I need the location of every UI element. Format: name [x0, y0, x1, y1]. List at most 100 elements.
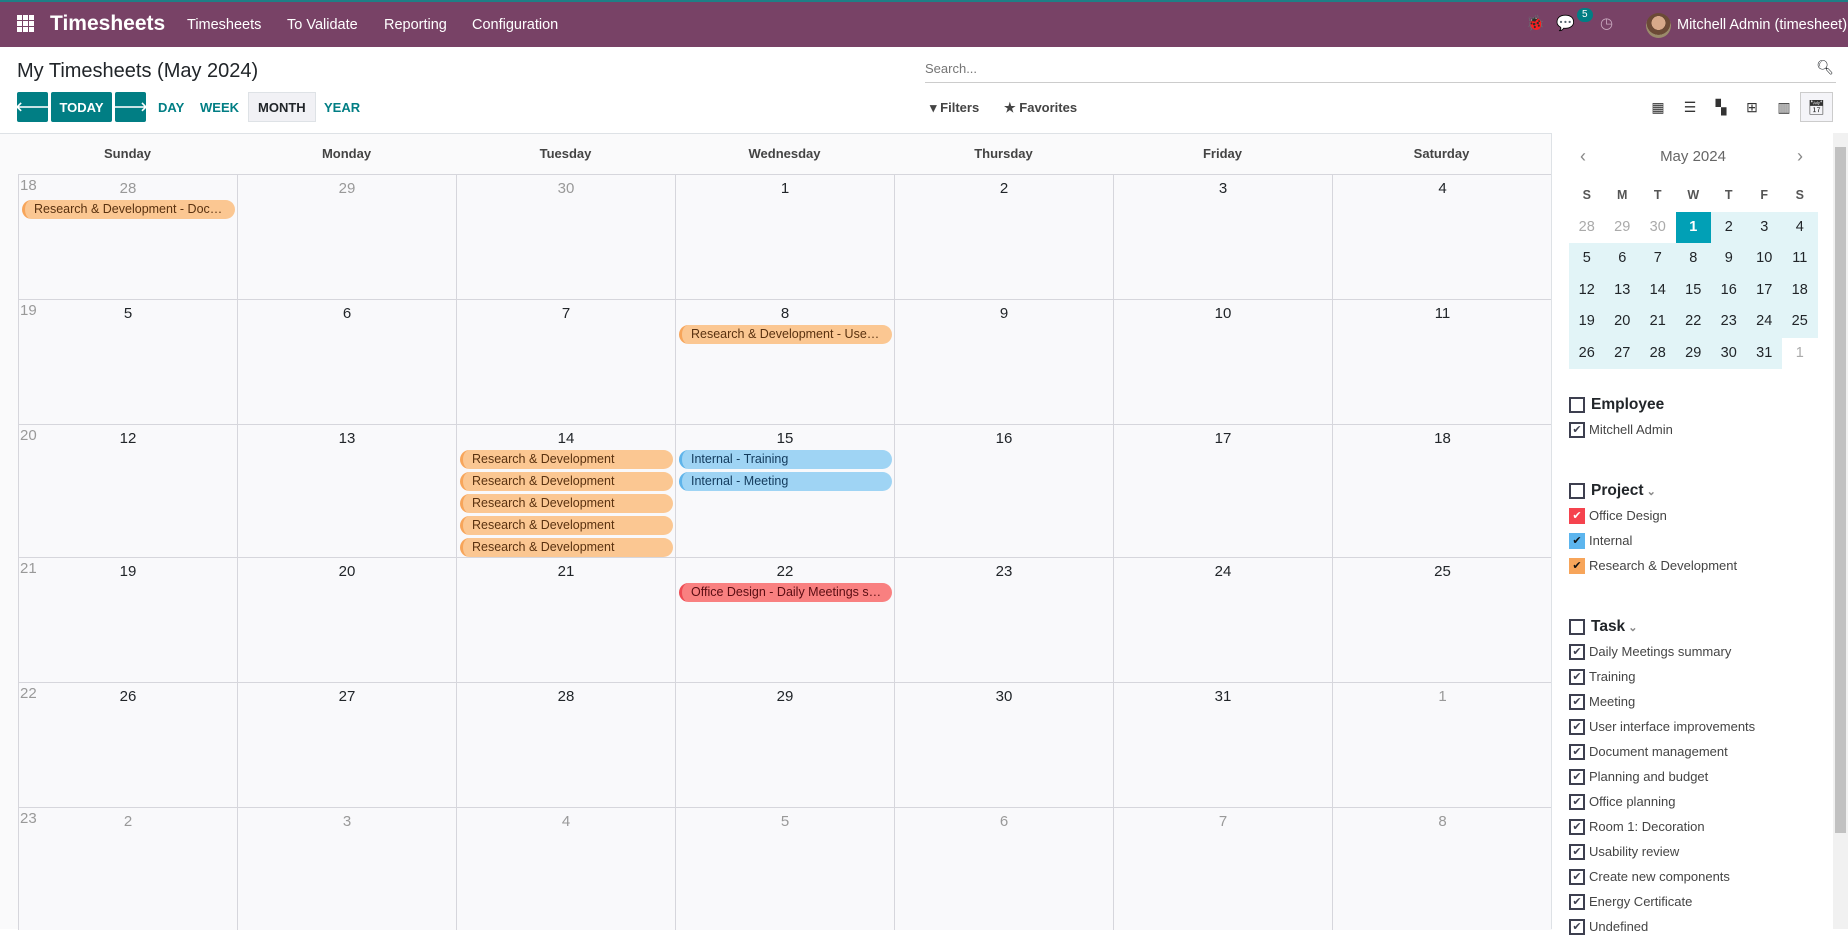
mini-calendar-day[interactable]: 12 [1569, 274, 1605, 306]
checkbox-checked[interactable]: ✔ [1569, 532, 1585, 549]
mini-calendar-day[interactable]: 7 [1640, 243, 1676, 275]
day-cell[interactable]: 29 [237, 174, 456, 299]
day-cell[interactable]: 17 [1113, 424, 1332, 557]
day-cell[interactable]: 5 [18, 299, 237, 424]
mini-calendar-day[interactable]: 23 [1711, 306, 1747, 338]
checkbox-checked[interactable]: ✔ [1569, 918, 1585, 935]
calendar-event[interactable]: Office Design - Daily Meetings summary [679, 583, 892, 602]
filter-item[interactable]: ✔ Daily Meetings summary [1569, 639, 1755, 664]
mini-calendar-day[interactable]: 19 [1569, 306, 1605, 338]
filter-item[interactable]: ✔ Meeting [1569, 689, 1755, 714]
day-cell[interactable]: 10 [1113, 299, 1332, 424]
checkbox-checked[interactable]: ✔ [1569, 643, 1585, 660]
filter-item[interactable]: ✔ Undefined [1569, 914, 1755, 939]
filter-item[interactable]: ✔ Room 1: Decoration [1569, 814, 1755, 839]
filter-header-task[interactable]: Task ⌄ [1569, 615, 1755, 639]
calendar-event[interactable]: Research & Development [460, 472, 673, 491]
day-cell[interactable]: 16 [894, 424, 1113, 557]
select-all-checkbox[interactable] [1569, 397, 1585, 413]
mini-calendar-day[interactable]: 28 [1578, 218, 1595, 235]
mini-calendar-day[interactable]: 4 [1782, 211, 1818, 243]
mini-calendar-day[interactable]: 9 [1711, 243, 1747, 275]
mini-calendar-day[interactable]: 30 [1711, 337, 1747, 369]
menu-configuration[interactable]: Configuration [472, 17, 559, 33]
mini-calendar-day[interactable]: 2 [1711, 211, 1747, 243]
day-cell[interactable]: 6 [237, 299, 456, 424]
day-cell[interactable]: 9 [894, 299, 1113, 424]
day-cell[interactable]: 21 [456, 557, 675, 682]
next-button[interactable]: 🡒 [113, 92, 148, 122]
mini-calendar-day[interactable]: 25 [1782, 306, 1818, 338]
menu-timesheets[interactable]: Timesheets [187, 17, 262, 33]
mini-calendar-day[interactable]: 21 [1640, 306, 1676, 338]
app-title[interactable]: Timesheets [50, 12, 166, 35]
debug-bug-icon[interactable]: 🐞 [1526, 15, 1545, 32]
sidebar-scrollbar[interactable] [1833, 133, 1848, 929]
filter-item[interactable]: ✔ Office planning [1569, 789, 1755, 814]
checkbox-checked[interactable]: ✔ [1569, 793, 1585, 810]
mini-calendar-day[interactable]: 29 [1675, 337, 1711, 369]
view-pivot-button[interactable]: ⊞ [1742, 99, 1762, 116]
day-cell[interactable]: 14 Research & Development Research & Devel… [456, 424, 675, 557]
view-list-button[interactable]: ☰ [1680, 99, 1700, 116]
mini-calendar-day[interactable]: 31 [1746, 337, 1782, 369]
day-cell[interactable]: 3 [1113, 174, 1332, 299]
day-cell[interactable]: 6 [894, 807, 1113, 930]
mini-calendar-day[interactable]: 3 [1746, 211, 1782, 243]
mini-calendar-day[interactable]: 14 [1640, 274, 1676, 306]
mini-calendar-day[interactable]: 20 [1604, 306, 1640, 338]
mini-calendar-day[interactable]: 15 [1675, 274, 1711, 306]
checkbox-checked[interactable]: ✔ [1569, 668, 1585, 685]
day-cell[interactable]: 22 Office Design - Daily Meetings summary [675, 557, 894, 682]
filter-item[interactable]: ✔ Planning and budget [1569, 764, 1755, 789]
calendar-event[interactable]: Internal - Meeting [679, 472, 892, 491]
calendar-event[interactable]: Research & Development - User interface … [679, 325, 892, 344]
scale-day[interactable]: DAY [158, 100, 185, 115]
day-cell[interactable]: 5 [675, 807, 894, 930]
day-cell[interactable]: 19 [18, 557, 237, 682]
mini-calendar-day[interactable]: 13 [1604, 274, 1640, 306]
mini-calendar-day[interactable]: 1 [1795, 344, 1804, 361]
filter-header-employee[interactable]: Employee [1569, 393, 1673, 417]
filter-item[interactable]: ✔ Mitchell Admin [1569, 417, 1673, 442]
avatar[interactable] [1646, 13, 1671, 38]
mini-calendar-day[interactable]: 18 [1782, 274, 1818, 306]
day-cell[interactable]: 25 [1332, 557, 1552, 682]
mini-calendar-day[interactable]: 28 [1640, 337, 1676, 369]
filter-item[interactable]: ✔ Internal [1569, 528, 1737, 553]
menu-reporting[interactable]: Reporting [384, 17, 447, 33]
messages-icon[interactable]: 💬 [1556, 15, 1575, 32]
view-grid-button[interactable]: ▚ [1711, 99, 1731, 116]
search-input[interactable] [925, 56, 1805, 80]
day-cell[interactable]: 29 [675, 682, 894, 807]
activity-clock-icon[interactable]: ◷ [1600, 15, 1614, 32]
day-cell[interactable]: 2 [894, 174, 1113, 299]
day-cell[interactable]: 2 [18, 807, 237, 930]
mini-calendar-next-icon[interactable]: › [1797, 146, 1803, 166]
filter-item[interactable]: ✔ Research & Development [1569, 553, 1737, 578]
day-cell[interactable]: 4 [456, 807, 675, 930]
day-cell[interactable]: 11 [1332, 299, 1552, 424]
mini-calendar-day[interactable]: 29 [1614, 218, 1631, 235]
chevron-down-icon[interactable]: ⌄ [1628, 621, 1638, 634]
favorites-button[interactable]: ★ Favorites [1004, 100, 1077, 116]
filter-item[interactable]: ✔ Training [1569, 664, 1755, 689]
mini-calendar-day[interactable]: 24 [1746, 306, 1782, 338]
mini-calendar-day[interactable]: 11 [1782, 243, 1818, 275]
day-cell[interactable]: 26 [18, 682, 237, 807]
day-cell[interactable]: 1 [1332, 682, 1552, 807]
day-cell[interactable]: 8 [1332, 807, 1552, 930]
select-all-checkbox[interactable] [1569, 619, 1585, 635]
day-cell[interactable]: 24 [1113, 557, 1332, 682]
filter-item[interactable]: ✔ Create new components [1569, 864, 1755, 889]
filter-item[interactable]: ✔ Usability review [1569, 839, 1755, 864]
mini-calendar-day[interactable]: 5 [1569, 243, 1605, 275]
mini-calendar-day[interactable]: 1 [1675, 211, 1711, 243]
checkbox-checked[interactable]: ✔ [1569, 693, 1585, 710]
checkbox-checked[interactable]: ✔ [1569, 768, 1585, 785]
scale-year[interactable]: YEAR [324, 100, 361, 115]
view-graph-button[interactable]: ▥ [1774, 99, 1794, 116]
day-cell[interactable]: 7 [1113, 807, 1332, 930]
calendar-event[interactable]: Internal - Training [679, 450, 892, 469]
mini-calendar-day[interactable]: 30 [1649, 218, 1666, 235]
